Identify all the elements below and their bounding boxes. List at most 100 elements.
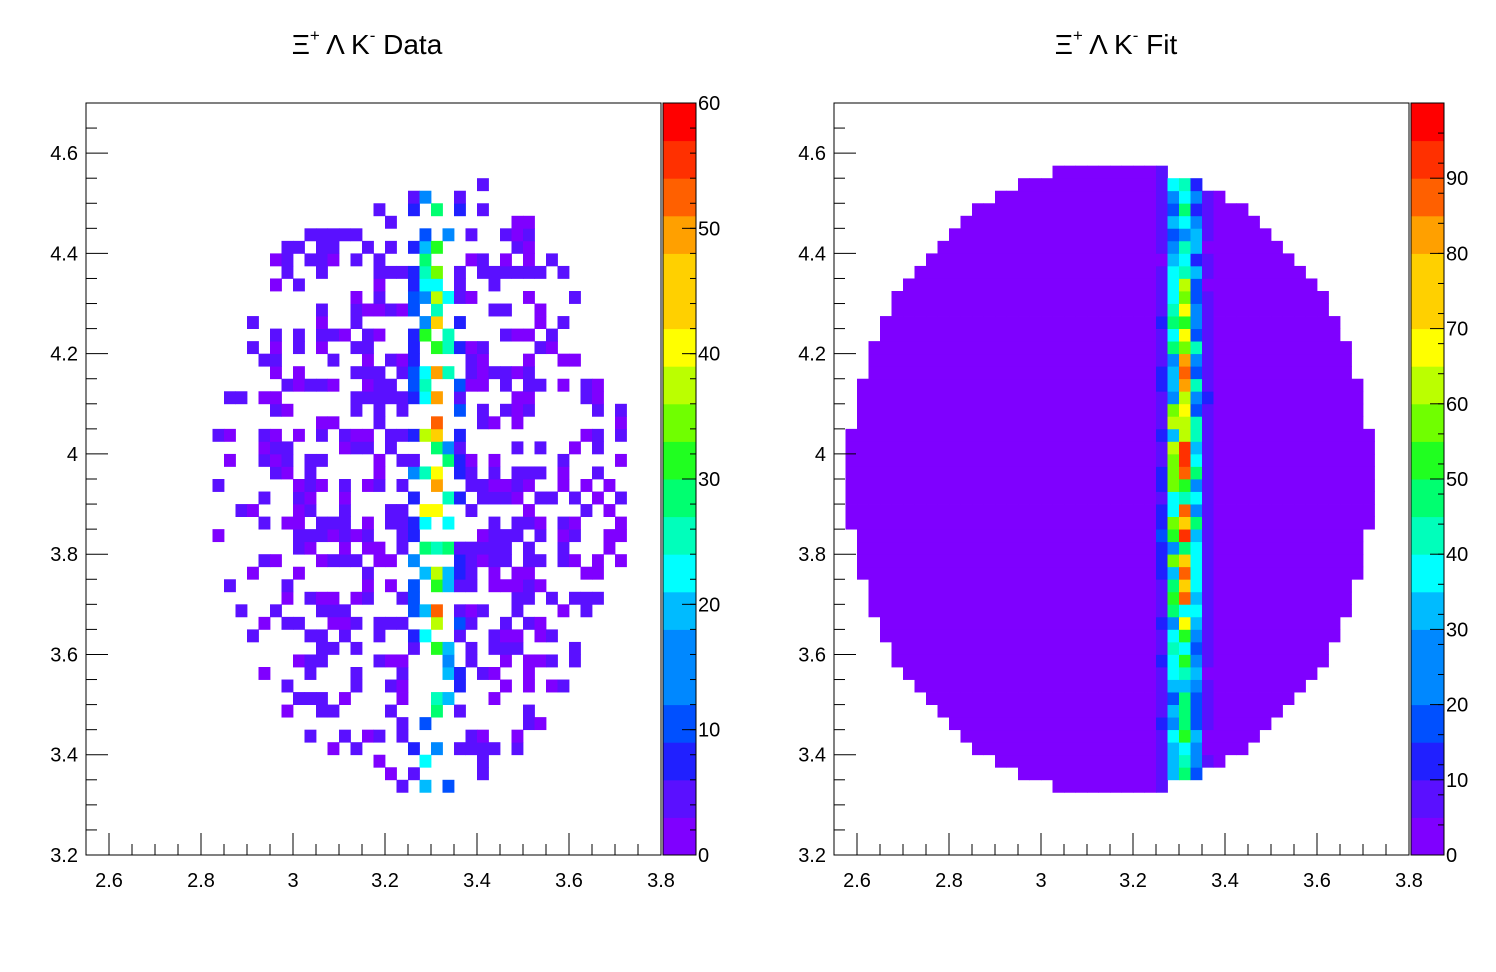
heatmap-cell	[442, 516, 455, 530]
heatmap-cell	[603, 504, 616, 517]
heatmap-cell	[431, 416, 443, 430]
heatmap-cell	[465, 504, 478, 517]
heatmap-cell	[1317, 453, 1329, 467]
heatmap-cell	[258, 441, 271, 455]
heatmap-cell	[914, 491, 927, 505]
heatmap-cell	[1282, 441, 1295, 455]
heatmap-cell	[1133, 717, 1145, 731]
heatmap-cell	[442, 291, 455, 304]
heatmap-cell	[1259, 579, 1272, 593]
heatmap-cell	[1167, 428, 1180, 442]
heatmap-cell	[1248, 629, 1260, 643]
colorbar-segment	[1411, 403, 1444, 442]
heatmap-cell	[1064, 278, 1076, 292]
heatmap-cell	[891, 291, 904, 304]
heatmap-cell	[903, 366, 915, 380]
heatmap-cell	[914, 579, 927, 593]
heatmap-cell	[995, 203, 1007, 217]
heatmap-cell	[1328, 541, 1341, 555]
heatmap-cell	[477, 353, 489, 367]
heatmap-cell	[1236, 704, 1249, 718]
heatmap-cell	[1294, 428, 1306, 442]
colorbar-segment	[1411, 328, 1444, 367]
heatmap-cell	[1328, 579, 1341, 593]
heatmap-cell	[926, 679, 938, 693]
heatmap-cell	[1248, 453, 1260, 467]
heatmap-cell	[1340, 479, 1352, 492]
heatmap-cell	[385, 428, 397, 442]
heatmap-cell	[995, 479, 1007, 492]
heatmap-cell	[1317, 341, 1329, 355]
heatmap-cell	[1317, 316, 1329, 329]
heatmap-cell	[569, 641, 581, 655]
heatmap-cell	[1041, 654, 1053, 668]
heatmap-cell	[373, 654, 386, 668]
heatmap-cell	[960, 554, 973, 568]
heatmap-cell	[339, 441, 351, 455]
heatmap-cell	[1064, 516, 1076, 530]
heatmap-cell	[857, 441, 869, 455]
heatmap-cell	[281, 265, 294, 279]
heatmap-cell	[1064, 692, 1076, 705]
heatmap-cell	[937, 529, 950, 543]
heatmap-cell	[293, 504, 305, 517]
heatmap-cell	[857, 554, 869, 568]
heatmap-cell	[1018, 428, 1030, 442]
heatmap-cell	[304, 228, 317, 242]
heatmap-cell	[960, 692, 973, 705]
heatmap-cell	[431, 641, 443, 655]
heatmap-cell	[1052, 190, 1065, 204]
heatmap-cell	[1167, 203, 1180, 217]
heatmap-cell	[500, 228, 512, 242]
heatmap-cell	[914, 504, 927, 517]
heatmap-cell	[1236, 504, 1249, 517]
heatmap-cell	[880, 629, 892, 643]
heatmap-cell	[1064, 291, 1076, 304]
heatmap-cell	[1213, 278, 1226, 292]
heatmap-cell	[396, 591, 409, 605]
colorbar-tick-label: 0	[698, 845, 709, 867]
heatmap-cell	[1190, 228, 1203, 242]
heatmap-cell	[1225, 516, 1237, 530]
heatmap-cell	[1179, 742, 1191, 756]
heatmap-cell	[1213, 341, 1226, 355]
heatmap-cell	[1087, 391, 1099, 405]
colorbar-tick-label: 30	[1446, 619, 1468, 641]
heatmap-cell	[1144, 441, 1157, 455]
heatmap-cell	[1282, 378, 1295, 392]
heatmap-cell	[1190, 215, 1203, 229]
heatmap-cell	[1167, 566, 1180, 580]
heatmap-cell	[1064, 629, 1076, 643]
heatmap-cell	[1121, 504, 1134, 517]
heatmap-cell	[1351, 453, 1364, 467]
heatmap-cell	[1259, 516, 1272, 530]
colorbar-tick-label: 0	[1446, 845, 1457, 867]
heatmap-cell	[304, 453, 317, 467]
heatmap-cell	[1259, 378, 1272, 392]
heatmap-cell	[1098, 767, 1111, 781]
colorbar-tick-label: 50	[698, 218, 720, 240]
heatmap-cell	[1259, 316, 1272, 329]
heatmap-cell	[983, 479, 996, 492]
heatmap-cell	[1156, 228, 1168, 242]
heatmap-cell	[1087, 453, 1099, 467]
heatmap-cell	[1179, 466, 1191, 480]
heatmap-cell	[1087, 353, 1099, 367]
heatmap-cell	[1202, 378, 1214, 392]
heatmap-cell	[465, 466, 478, 480]
heatmap-cell	[477, 253, 489, 267]
heatmap-cell	[914, 341, 927, 355]
heatmap-cell	[1179, 516, 1191, 530]
heatmap-cell	[1156, 479, 1168, 492]
heatmap-cell	[1305, 403, 1318, 417]
heatmap-cell	[1052, 479, 1065, 492]
heatmap-cell	[350, 554, 363, 568]
heatmap-cell	[603, 529, 616, 543]
heatmap-cell	[1294, 378, 1306, 392]
y-tick-label: 3.2	[50, 845, 78, 867]
heatmap-cell	[1041, 541, 1053, 555]
heatmap-cell	[1248, 579, 1260, 593]
heatmap-cell	[926, 504, 938, 517]
heatmap-cell	[500, 654, 512, 668]
